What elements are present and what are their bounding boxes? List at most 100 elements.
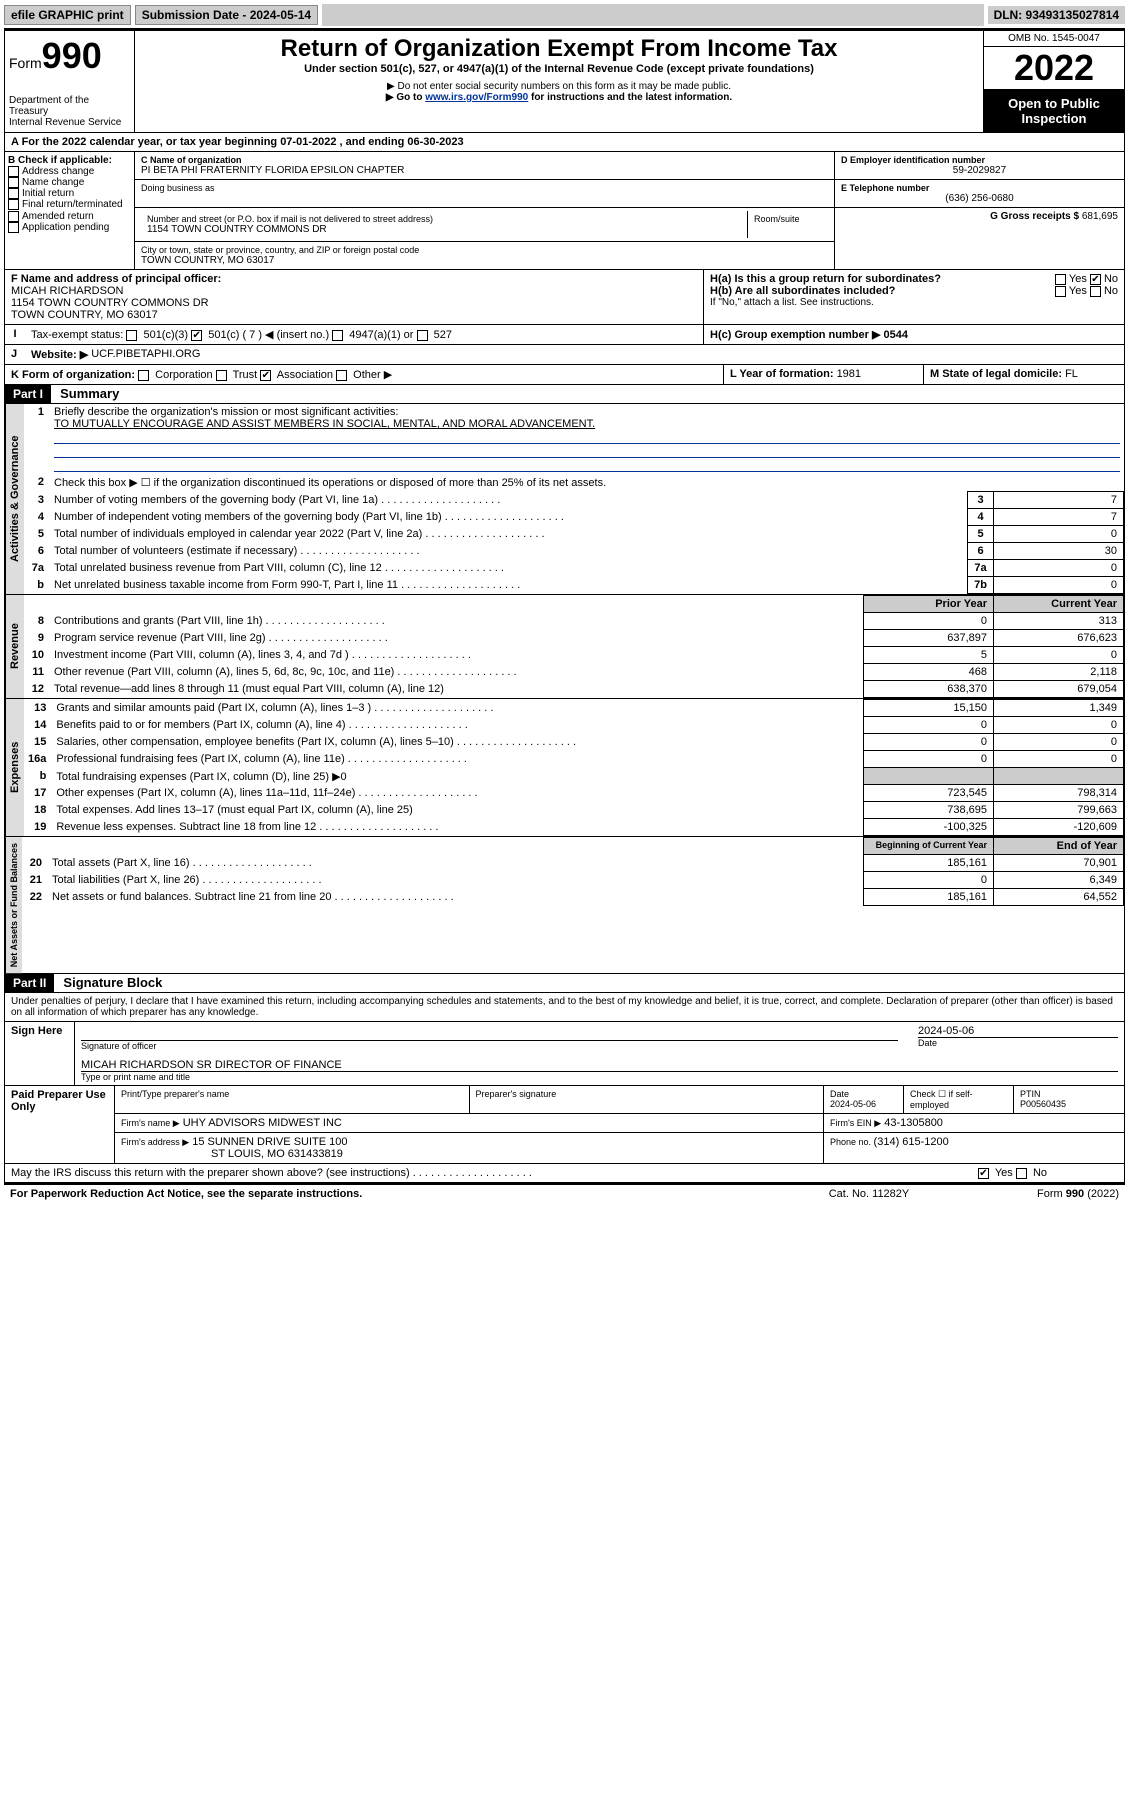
firm-addr-label: Firm's address ▶ [121,1137,189,1147]
k-other[interactable] [336,370,347,381]
f-label: F Name and address of principal officer: [11,273,697,285]
sub3-pre: ▶ Go to [386,92,425,103]
ha-row: H(a) Is this a group return for subordin… [710,273,1118,285]
chk-527[interactable] [417,330,428,341]
officer-block: F Name and address of principal officer:… [4,270,1125,325]
sig-name: MICAH RICHARDSON SR DIRECTOR OF FINANCE [81,1059,1118,1072]
b-opt-3[interactable]: Final return/terminated [8,199,131,210]
omb-number: OMB No. 1545-0047 [984,31,1124,47]
hb-row: H(b) Are all subordinates included? Yes … [710,285,1118,297]
l1-label: Briefly describe the organization's miss… [54,406,398,418]
col-current: Current Year [994,596,1124,613]
k-label: K Form of organization: [11,369,135,381]
efile-button[interactable]: efile GRAPHIC print [4,5,131,25]
part2-title: Signature Block [57,975,162,990]
pp-date-label: Date [830,1089,849,1099]
org-name: PI BETA PHI FRATERNITY FLORIDA EPSILON C… [141,165,828,176]
chk-501c[interactable] [191,330,202,341]
firm-addr2: ST LOUIS, MO 631433819 [211,1148,343,1160]
part1-title: Summary [54,386,119,401]
identity-block: B Check if applicable: Address change Na… [4,152,1125,270]
netassets-section: Net Assets or Fund Balances Beginning of… [4,837,1125,974]
subtitle-2: ▶ Do not enter social security numbers o… [139,81,979,92]
row-a: A For the 2022 calendar year, or tax yea… [4,133,1125,152]
declaration: Under penalties of perjury, I declare th… [4,993,1125,1022]
tab-expenses: Expenses [5,699,24,836]
part1-header-row: Part I Summary [4,385,1125,404]
gov-row: 3Number of voting members of the governi… [24,492,1124,509]
b-opt-0[interactable]: Address change [8,166,131,177]
officer-addr2: TOWN COUNTRY, MO 63017 [11,309,697,321]
firm-name: UHY ADVISORS MIDWEST INC [183,1117,342,1129]
gov-text: Number of voting members of the governin… [50,492,968,509]
form-label: Form [9,55,42,71]
irs-link[interactable]: www.irs.gov/Form990 [425,92,528,103]
pp-self-employed[interactable]: Check ☐ if self-employed [904,1086,1014,1113]
rev-row: 9Program service revenue (Part VIII, lin… [24,630,1124,647]
exp-row: 16aProfessional fundraising fees (Part I… [24,751,1124,768]
k-corp[interactable] [138,370,149,381]
rev-row: 12Total revenue—add lines 8 through 11 (… [24,681,1124,698]
pp-name-label: Print/Type preparer's name [115,1086,470,1113]
na-row: 20Total assets (Part X, line 16)185,1617… [22,855,1124,872]
tab-netassets: Net Assets or Fund Balances [5,837,22,973]
discuss-no[interactable] [1016,1168,1027,1179]
b-opt-1[interactable]: Name change [8,177,131,188]
hb-note: If "No," attach a list. See instructions… [710,297,1118,308]
firm-phone-label: Phone no. [830,1137,874,1147]
part2-header-row: Part II Signature Block [4,974,1125,993]
gov-row: 7aTotal unrelated business revenue from … [24,560,1124,577]
street-address: 1154 TOWN COUNTRY COMMONS DR [147,224,741,235]
tab-governance: Activities & Governance [5,404,24,594]
firm-phone: (314) 615-1200 [874,1136,949,1148]
pp-date: 2024-05-06 [830,1099,876,1109]
k-trust[interactable] [216,370,227,381]
gov-row: 6Total number of volunteers (estimate if… [24,543,1124,560]
subtitle-1: Under section 501(c), 527, or 4947(a)(1)… [139,63,979,75]
form-title: Return of Organization Exempt From Incom… [139,35,979,63]
c-label: C Name of organization [141,155,828,165]
l-label: L Year of formation: [730,368,837,380]
i-label: Tax-exempt status: [31,329,123,341]
rev-row: 11Other revenue (Part VIII, column (A), … [24,664,1124,681]
tax-year: 2022 [984,47,1124,90]
b-opt-4[interactable]: Amended return [8,211,131,222]
footer-left: For Paperwork Reduction Act Notice, see … [10,1188,769,1200]
j-label: Website: ▶ [31,348,88,361]
gov-row: 4Number of independent voting members of… [24,509,1124,526]
gov-row: 5Total number of individuals employed in… [24,526,1124,543]
governance-section: Activities & Governance 1 Briefly descri… [4,404,1125,595]
sign-here-label: Sign Here [5,1022,75,1085]
b-opt-5[interactable]: Application pending [8,222,131,233]
city-label: City or town, state or province, country… [141,245,828,255]
subtitle-3: ▶ Go to www.irs.gov/Form990 for instruct… [139,92,979,103]
na-row: 21Total liabilities (Part X, line 26)06,… [22,872,1124,889]
ptin-label: PTIN [1020,1089,1041,1099]
sig-date-label: Date [918,1038,1118,1048]
open-public: Open to Public Inspection [984,90,1124,132]
exp-row: 18Total expenses. Add lines 13–17 (must … [24,802,1124,819]
l2-text: Check this box ▶ ☐ if the organization d… [50,474,1124,492]
irs-label: Internal Revenue Service [9,117,130,128]
na-row: 22Net assets or fund balances. Subtract … [22,889,1124,906]
k-assoc[interactable] [260,370,271,381]
b-opt-2[interactable]: Initial return [8,188,131,199]
col-begin: Beginning of Current Year [864,838,994,855]
form-header: Form990 Department of the Treasury Inter… [4,30,1125,133]
submission-date: Submission Date - 2024-05-14 [135,5,318,25]
sign-here-block: Sign Here Signature of officer 2024-05-0… [4,1022,1125,1086]
year-formation: 1981 [837,368,861,380]
officer-signature-line[interactable] [81,1025,898,1041]
addr-label: Number and street (or P.O. box if mail i… [147,214,741,224]
top-fill [322,4,983,26]
pp-sig-label: Preparer's signature [470,1086,825,1113]
discuss-yes[interactable] [978,1168,989,1179]
exp-row: 15Salaries, other compensation, employee… [24,734,1124,751]
d-label: D Employer identification number [841,155,1118,165]
chk-501c3[interactable] [126,330,137,341]
paid-preparer-block: Paid Preparer Use Only Print/Type prepar… [4,1086,1125,1164]
expenses-section: Expenses 13Grants and similar amounts pa… [4,699,1125,837]
officer-addr1: 1154 TOWN COUNTRY COMMONS DR [11,297,697,309]
chk-4947[interactable] [332,330,343,341]
firm-addr1: 15 SUNNEN DRIVE SUITE 100 [192,1136,347,1148]
